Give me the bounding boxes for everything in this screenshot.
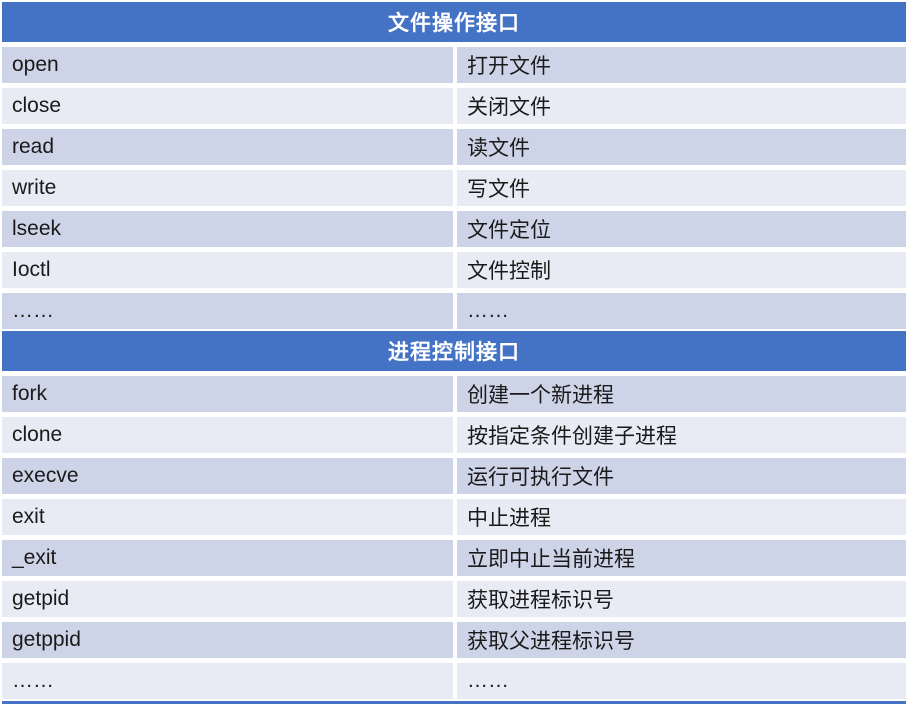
api-desc-cell: 获取父进程标识号 bbox=[457, 622, 906, 658]
table-row: fork 创建一个新进程 bbox=[2, 376, 906, 412]
api-desc-cell: 关闭文件 bbox=[457, 88, 906, 124]
table-row: open 打开文件 bbox=[2, 47, 906, 83]
section-title: 文件操作接口 bbox=[2, 2, 906, 42]
table-row: clone 按指定条件创建子进程 bbox=[2, 417, 906, 453]
api-desc-cell: 中止进程 bbox=[457, 499, 906, 535]
api-name-cell: exit bbox=[2, 499, 453, 535]
api-name-cell: …… bbox=[2, 293, 453, 329]
api-desc-cell: 读文件 bbox=[457, 129, 906, 165]
api-desc-cell: 获取进程标识号 bbox=[457, 581, 906, 617]
api-name-cell: execve bbox=[2, 458, 453, 494]
api-name-cell: Ioctl bbox=[2, 252, 453, 288]
api-desc-cell: 创建一个新进程 bbox=[457, 376, 906, 412]
api-desc-cell: 打开文件 bbox=[457, 47, 906, 83]
api-name-cell: read bbox=[2, 129, 453, 165]
section-rows: fork 创建一个新进程 clone 按指定条件创建子进程 execve 运行可… bbox=[2, 376, 906, 699]
api-name-cell: …… bbox=[2, 663, 453, 699]
api-desc-cell: 运行可执行文件 bbox=[457, 458, 906, 494]
table-row: Ioctl 文件控制 bbox=[2, 252, 906, 288]
table-row: exit 中止进程 bbox=[2, 499, 906, 535]
table-row: getpid 获取进程标识号 bbox=[2, 581, 906, 617]
table-row: …… …… bbox=[2, 663, 906, 699]
api-desc-cell: …… bbox=[457, 663, 906, 699]
api-name-cell: getpid bbox=[2, 581, 453, 617]
api-desc-cell: 文件控制 bbox=[457, 252, 906, 288]
api-name-cell: fork bbox=[2, 376, 453, 412]
api-desc-cell: 文件定位 bbox=[457, 211, 906, 247]
section-title: 进程控制接口 bbox=[2, 331, 906, 371]
api-desc-cell: 按指定条件创建子进程 bbox=[457, 417, 906, 453]
api-name-cell: open bbox=[2, 47, 453, 83]
table-sections: 文件操作接口 open 打开文件 close 关闭文件 read 读文件 wri… bbox=[2, 2, 906, 699]
table-row: getppid 获取父进程标识号 bbox=[2, 622, 906, 658]
api-name-cell: lseek bbox=[2, 211, 453, 247]
table-row: …… …… bbox=[2, 293, 906, 329]
table-row: lseek 文件定位 bbox=[2, 211, 906, 247]
api-desc-cell: 立即中止当前进程 bbox=[457, 540, 906, 576]
table-row: read 读文件 bbox=[2, 129, 906, 165]
api-name-cell: clone bbox=[2, 417, 453, 453]
table-row: close 关闭文件 bbox=[2, 88, 906, 124]
next-section-header-partial bbox=[2, 701, 906, 704]
section-rows: open 打开文件 close 关闭文件 read 读文件 write 写文件 … bbox=[2, 47, 906, 329]
table-row: write 写文件 bbox=[2, 170, 906, 206]
table-section: 进程控制接口 fork 创建一个新进程 clone 按指定条件创建子进程 exe… bbox=[2, 331, 906, 699]
api-name-cell: write bbox=[2, 170, 453, 206]
api-desc-cell: …… bbox=[457, 293, 906, 329]
table-section: 文件操作接口 open 打开文件 close 关闭文件 read 读文件 wri… bbox=[2, 2, 906, 329]
api-name-cell: _exit bbox=[2, 540, 453, 576]
api-name-cell: getppid bbox=[2, 622, 453, 658]
api-desc-cell: 写文件 bbox=[457, 170, 906, 206]
api-name-cell: close bbox=[2, 88, 453, 124]
table-row: _exit 立即中止当前进程 bbox=[2, 540, 906, 576]
table-row: execve 运行可执行文件 bbox=[2, 458, 906, 494]
